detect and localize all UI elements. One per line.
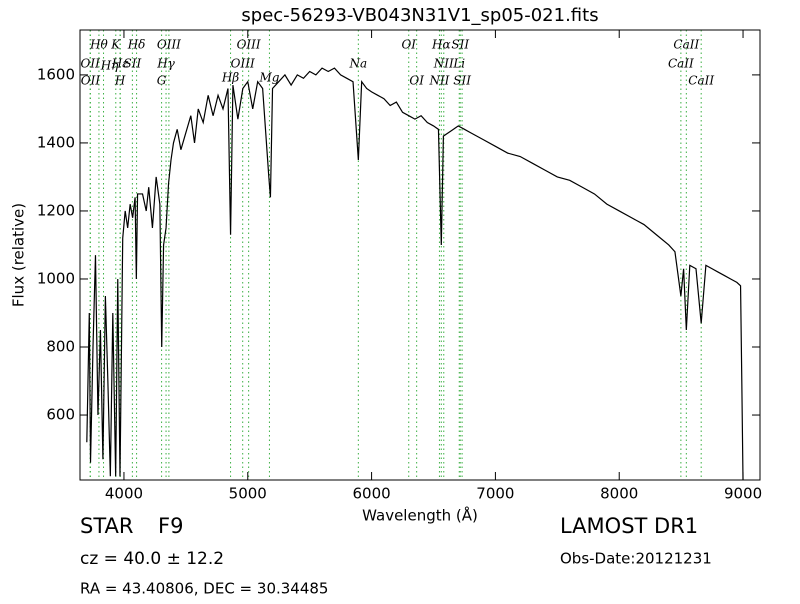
- spectral-line-label: SII: [451, 38, 469, 52]
- spectral-line-label: Na: [349, 57, 368, 71]
- chart-title: spec-56293-VB043N31V1_sp05-021.fits: [241, 5, 598, 26]
- y-tick-label: 1600: [37, 65, 75, 83]
- spectral-line-label: Hε: [111, 57, 129, 71]
- x-axis-label: Wavelength (Å): [362, 506, 478, 525]
- spectral-line-label: OI: [409, 74, 424, 88]
- spectral-line-label: SII: [453, 74, 471, 88]
- star-subclass: F9: [158, 514, 183, 538]
- spectral-line-label: Hη: [100, 59, 119, 73]
- y-tick-label: 1200: [37, 201, 75, 219]
- spectral-line-label: NII: [428, 74, 449, 88]
- spectral-line-label: CaII: [688, 74, 714, 88]
- spectral-line-label: K: [110, 38, 121, 52]
- spectral-line-label: OIII: [237, 38, 261, 52]
- spectral-line-label: Hδ: [127, 38, 146, 52]
- spectral-line-label: OI: [401, 38, 416, 52]
- y-tick-label: 600: [46, 406, 75, 424]
- spectral-line-label: OII: [81, 74, 101, 88]
- spectral-line-label: OIII: [231, 57, 255, 71]
- x-tick-label: 9000: [724, 485, 762, 503]
- spectral-line-label: Hθ: [89, 38, 108, 52]
- x-tick-label: 7000: [476, 485, 514, 503]
- x-tick-label: 5000: [229, 485, 267, 503]
- spectral-line-label: Hγ: [156, 57, 175, 71]
- plot-frame: [79, 29, 761, 481]
- spectrum-line: [86, 67, 744, 480]
- x-tick-label: 4000: [105, 485, 143, 503]
- obs-date: Obs-Date:20121231: [560, 550, 712, 568]
- spectral-line-label: Hβ: [221, 71, 239, 85]
- cz: cz = 40.0 ± 12.2: [80, 549, 224, 569]
- spectral-line-label: OIII: [157, 38, 181, 52]
- spectral-line-label: Li: [452, 57, 465, 71]
- coordinates: RA = 43.40806, DEC = 30.34485: [80, 580, 328, 598]
- spectral-line-label: CaII: [673, 38, 699, 52]
- x-tick-label: 6000: [352, 485, 390, 503]
- y-tick-label: 1000: [37, 269, 75, 287]
- spectral-line-label: Mg: [258, 71, 279, 85]
- spectral-line-label: CaII: [668, 57, 694, 71]
- spectral-line-label: SII: [124, 57, 142, 71]
- y-axis-label: Flux (relative): [10, 203, 28, 307]
- spectral-line-label: G: [157, 74, 167, 88]
- spectral-line-label: H: [114, 74, 126, 88]
- y-tick-label: 800: [46, 338, 75, 356]
- star-class: STAR: [80, 514, 133, 538]
- spectral-line-label: NII: [433, 57, 454, 71]
- spectral-line-label: Hα: [431, 38, 451, 52]
- x-tick-label: 8000: [600, 485, 638, 503]
- survey: LAMOST DR1: [560, 514, 698, 538]
- spectral-line-label: OII: [80, 57, 100, 71]
- y-tick-label: 1400: [37, 133, 75, 151]
- plot-area: [86, 30, 744, 480]
